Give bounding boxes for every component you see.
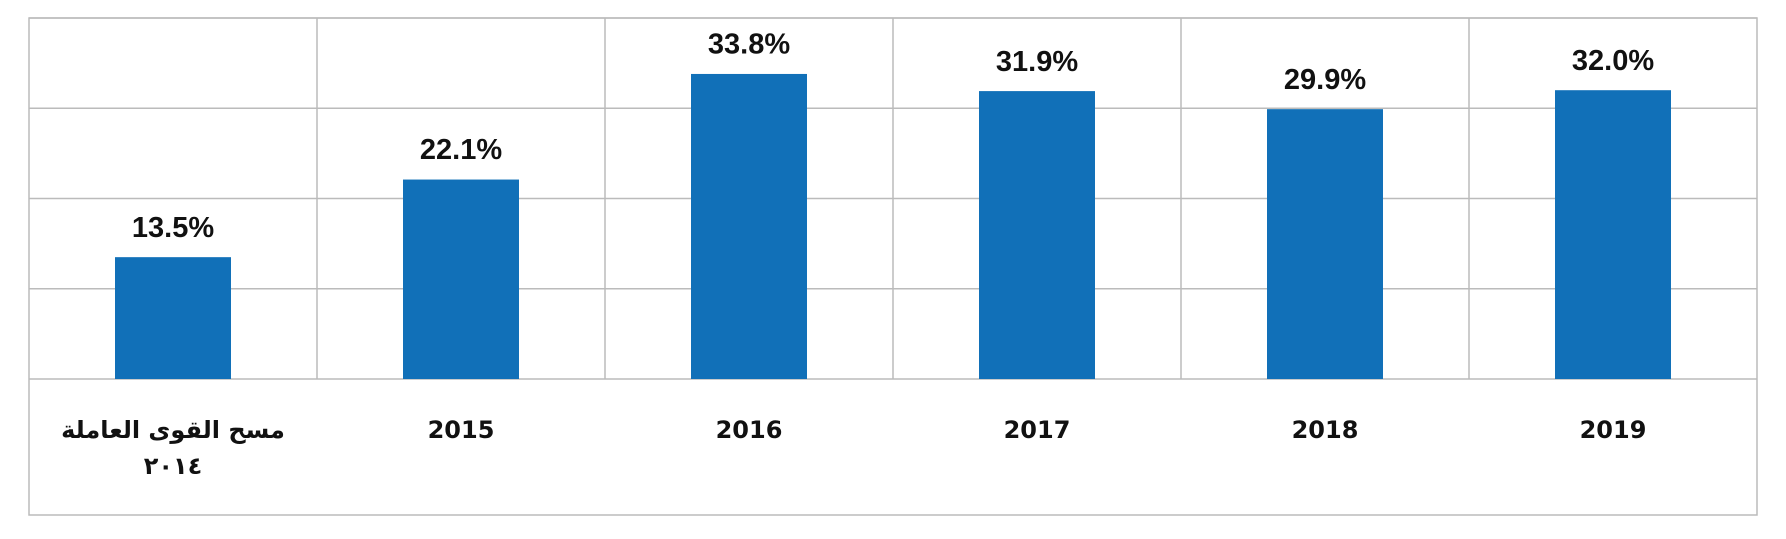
bar: [403, 179, 519, 379]
bar: [691, 73, 807, 379]
x-tick-label: 2017: [1003, 416, 1071, 444]
x-tick-label: 2016: [715, 416, 783, 444]
x-tick-label: 2019: [1579, 416, 1647, 444]
value-label: 13.5%: [132, 212, 214, 244]
x-tick-label: مسح القوى العاملة ٢٠١٤: [61, 416, 285, 480]
value-label: 22.1%: [420, 134, 502, 166]
x-tick-label: 2018: [1291, 416, 1359, 444]
value-label: 29.9%: [1284, 64, 1366, 96]
x-tick-label: 2015: [427, 416, 495, 444]
bar: [115, 257, 231, 379]
bar: [979, 91, 1095, 379]
value-label: 33.8%: [708, 29, 790, 61]
value-label: 32.0%: [1572, 45, 1654, 77]
bar: [1555, 90, 1671, 379]
value-label: 31.9%: [996, 46, 1078, 78]
bar: [1267, 109, 1383, 379]
